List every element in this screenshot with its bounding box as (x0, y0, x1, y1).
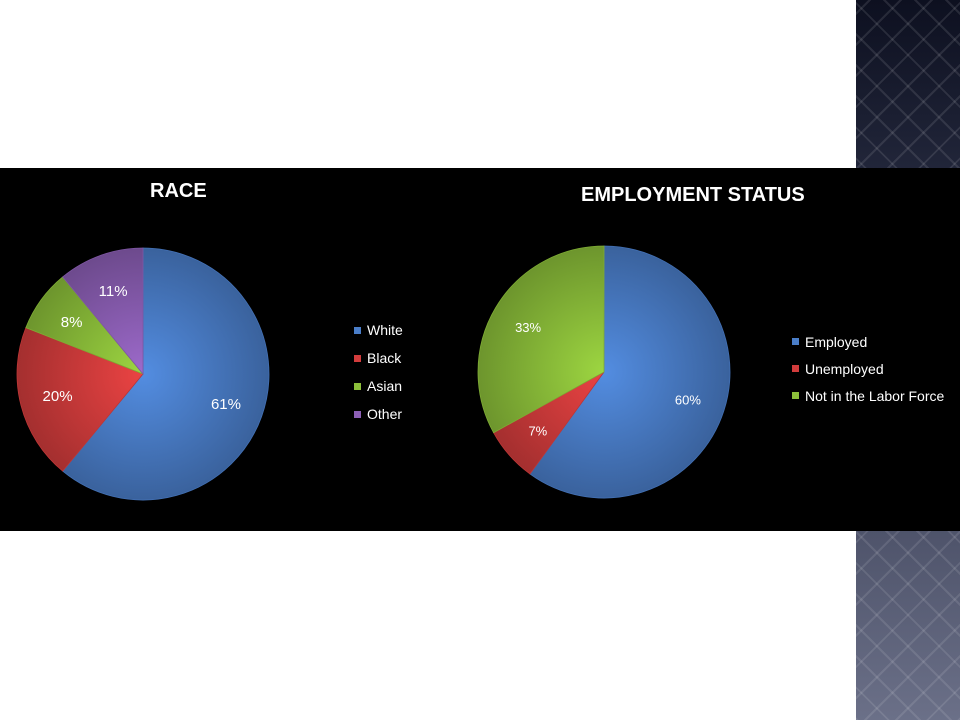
legend-item-asian: Asian (354, 372, 403, 400)
legend-item-employed: Employed (792, 328, 944, 355)
race-chart-title: RACE (150, 180, 207, 202)
race-legend: White Black Asian Other (354, 316, 403, 428)
employment-chart-title: EMPLOYMENT STATUS (581, 184, 805, 206)
legend-swatch (354, 382, 361, 390)
pie-slice-employed (529, 245, 731, 499)
legend-label: Not in the Labor Force (805, 387, 945, 404)
legend-label: Asian (367, 378, 403, 394)
pie-label-employed: 60% (675, 392, 701, 407)
legend-label: Other (367, 406, 403, 422)
legend-item-white: White (354, 316, 403, 344)
pie-label-other: 11% (99, 283, 128, 300)
legend-swatch (792, 392, 799, 399)
charts-panel: 61% 20% 8% 11% 60% 7% 33% RACE EMPLOYMENT STAT… (0, 168, 960, 531)
legend-item-unemployed: Unemployed (792, 355, 944, 382)
pie-label-unemployed: 7% (528, 423, 547, 438)
legend-swatch (792, 338, 799, 345)
legend-item-not-in-the-labor-force: Not in the Labor Force (792, 382, 944, 409)
pie-slice-black (16, 327, 144, 472)
employment-legend: Employed Unemployed Not in the Labor Force (792, 328, 944, 409)
legend-item-other: Other (354, 400, 403, 428)
legend-swatch (354, 410, 361, 418)
pie-charts-canvas: 61% 20% 8% 11% 60% 7% 33% (16, 245, 731, 501)
pie-slice-other (62, 247, 144, 376)
legend-swatch (354, 354, 361, 362)
legend-label: Unemployed (805, 360, 884, 377)
legend-swatch (354, 326, 361, 334)
pie-label-not-in-the-labor-force: 33% (515, 320, 541, 335)
legend-label: Black (367, 350, 402, 366)
legend-item-black: Black (354, 344, 403, 372)
pie-label-black: 20% (43, 388, 73, 405)
legend-swatch (792, 365, 799, 372)
legend-label: White (367, 322, 403, 338)
pie-label-asian: 8% (61, 314, 83, 331)
pie-slice-white (62, 247, 270, 501)
legend-label: Employed (805, 333, 868, 350)
pie-slice-not-in-the-labor-force (477, 245, 605, 434)
pie-label-white: 61% (211, 396, 241, 413)
